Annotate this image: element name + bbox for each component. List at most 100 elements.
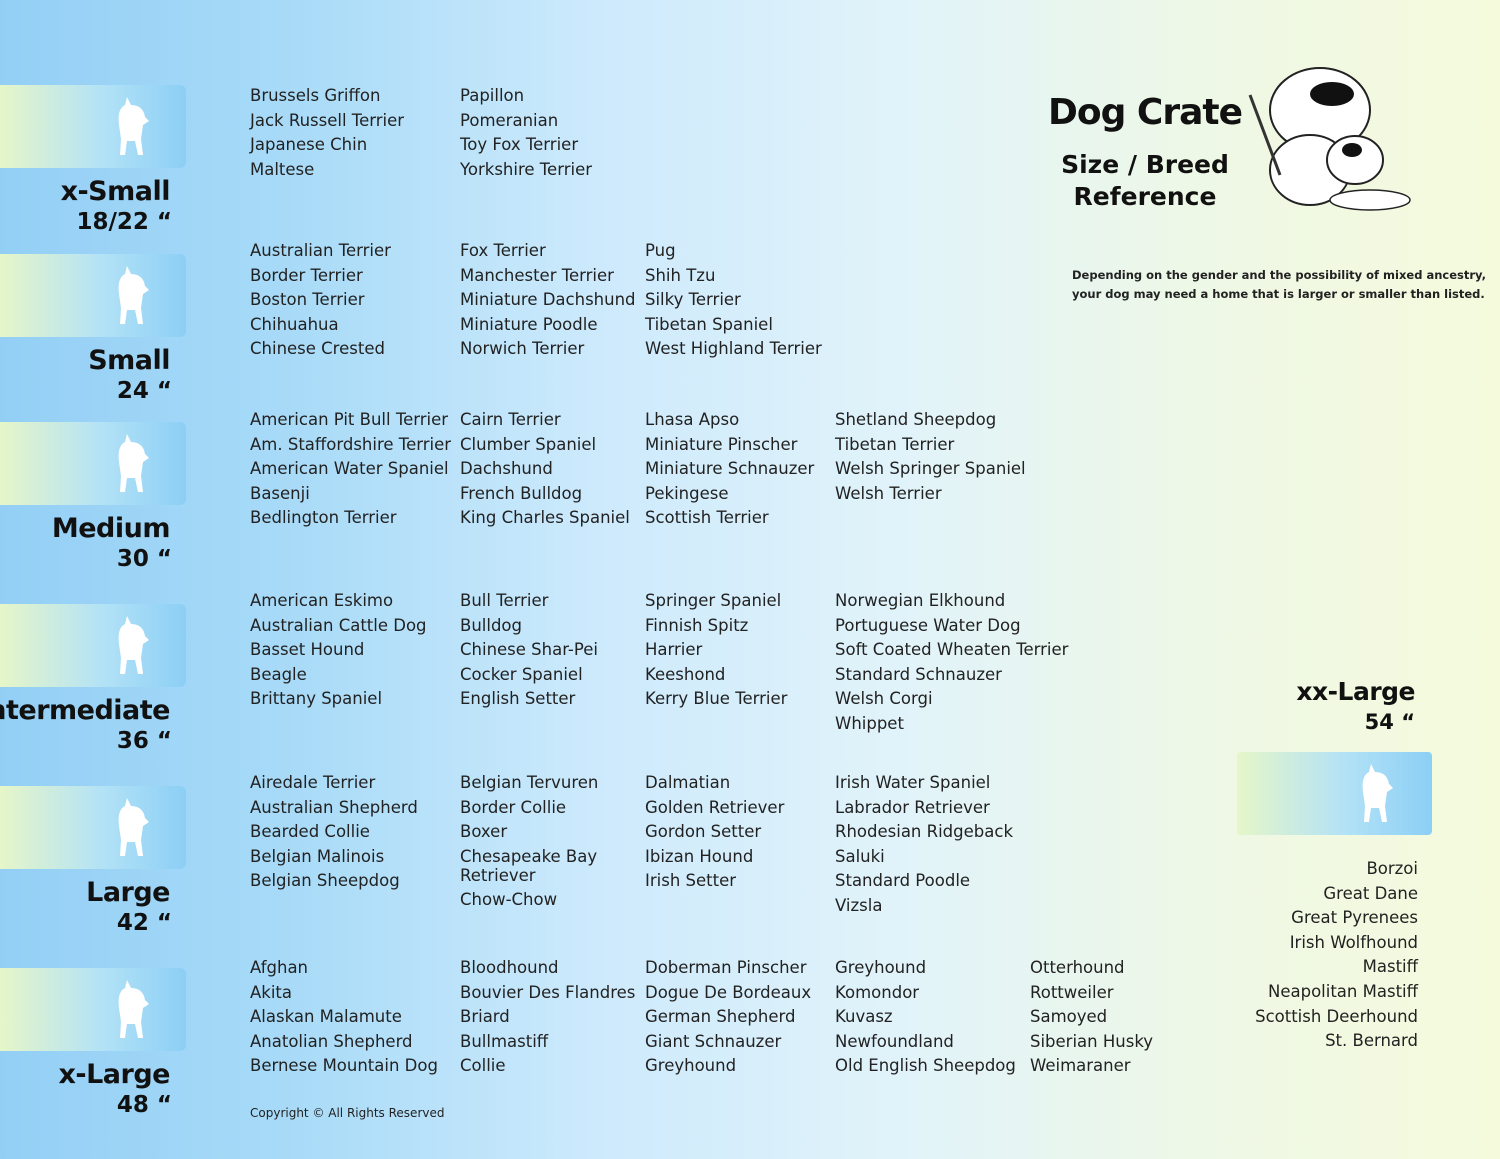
breed: Miniature Poodle xyxy=(460,314,598,334)
dog-icon xyxy=(118,434,149,492)
breed: Weimaraner xyxy=(1030,1056,1131,1076)
breed: Bernese Mountain Dog xyxy=(250,1056,438,1076)
breed: Otterhound xyxy=(1030,958,1125,977)
breed: Welsh Terrier xyxy=(835,483,942,503)
size-tab xyxy=(0,85,186,168)
size-inches: 42 “ xyxy=(116,910,172,936)
breed: Doberman Pinscher xyxy=(645,958,807,977)
breed: Toy Fox Terrier xyxy=(460,135,579,155)
breed: Australian Terrier xyxy=(250,241,391,260)
breed: Chinese Crested xyxy=(250,339,385,359)
breed: Portuguese Water Dog xyxy=(835,615,1021,635)
note: your dog may need a home that is larger … xyxy=(1072,287,1485,301)
size-tab xyxy=(0,604,186,687)
breed: Samoyed xyxy=(1030,1007,1108,1027)
dog-icon xyxy=(118,266,149,324)
breed: Bulldog xyxy=(460,615,522,635)
breed: Welsh Springer Spaniel xyxy=(835,459,1026,479)
breed: Rhodesian Ridgeback xyxy=(835,822,1013,842)
breed: Brussels Griffon xyxy=(250,86,381,105)
size-name: x-Large xyxy=(58,1059,170,1090)
title: Dog Crate xyxy=(1047,92,1243,133)
breed: Briard xyxy=(460,1007,510,1027)
size-name: Intermediate xyxy=(0,695,171,726)
cartoon-dog xyxy=(1248,67,1411,211)
breed: Papillon xyxy=(460,86,525,105)
dog-icon xyxy=(1362,764,1393,822)
breed: Vizsla xyxy=(835,896,883,915)
breed: Bedlington Terrier xyxy=(250,508,397,528)
breed: Tibetan Terrier xyxy=(835,434,955,454)
subtitle: Reference xyxy=(1073,182,1217,211)
breed: Tibetan Spaniel xyxy=(645,314,773,334)
note: Depending on the gender and the possibil… xyxy=(1072,268,1486,282)
breed: Rottweiler xyxy=(1030,982,1114,1002)
breed: Alaskan Malamute xyxy=(250,1007,402,1027)
dog-icon xyxy=(118,980,149,1038)
dog-icon xyxy=(118,97,149,155)
breed: English Setter xyxy=(460,689,576,709)
breed: Am. Staffordshire Terrier xyxy=(250,434,452,454)
breed: Australian Shepherd xyxy=(250,797,418,817)
breed: Norwich Terrier xyxy=(460,339,585,359)
breed: Kuvasz xyxy=(835,1007,893,1027)
breed: Neapolitan Mastiff xyxy=(1268,982,1418,1001)
breed: Cocker Spaniel xyxy=(460,664,583,684)
breed: Basenji xyxy=(250,483,310,503)
breed: Borzoi xyxy=(1366,859,1418,878)
size-inches: 24 “ xyxy=(116,378,172,404)
breed: Miniature Dachshund xyxy=(460,290,636,310)
dog-icon xyxy=(118,616,149,674)
size-name: Large xyxy=(86,877,170,908)
breed: Cairn Terrier xyxy=(460,410,561,429)
breed: Boxer xyxy=(460,822,508,842)
breed: American Eskimo xyxy=(250,591,394,610)
breed: Giant Schnauzer xyxy=(645,1031,782,1051)
breed: Greyhound xyxy=(835,958,927,977)
breed: Bullmastiff xyxy=(460,1031,549,1051)
breed: American Pit Bull Terrier xyxy=(250,410,449,429)
breed: Chesapeake Bay Retriever xyxy=(460,846,598,885)
breed: Greyhound xyxy=(645,1056,737,1076)
breed: Miniature Schnauzer xyxy=(645,459,815,479)
size-name: Small xyxy=(88,345,170,376)
size-tab xyxy=(1237,752,1432,835)
size-inches: 18/22 “ xyxy=(76,209,172,235)
breed: American Water Spaniel xyxy=(250,459,449,479)
breed: Shetland Sheepdog xyxy=(835,410,997,429)
breed: Japanese Chin xyxy=(250,135,368,155)
breed: Brittany Spaniel xyxy=(250,689,383,709)
breed: St. Bernard xyxy=(1325,1031,1418,1051)
breed: Dogue De Bordeaux xyxy=(645,982,812,1002)
dog-icon xyxy=(118,798,149,856)
breed: Labrador Retriever xyxy=(835,797,990,817)
breed: Belgian Tervuren xyxy=(460,773,599,792)
breed: Bull Terrier xyxy=(460,591,549,610)
breed: Norwegian Elkhound xyxy=(835,591,1006,610)
breed: German Shepherd xyxy=(645,1007,796,1027)
breed: Whippet xyxy=(835,714,904,733)
size-inches: 30 “ xyxy=(116,546,172,572)
breed: Scottish Terrier xyxy=(645,508,769,528)
breed: Keeshond xyxy=(645,664,726,684)
breed: Bearded Collie xyxy=(250,822,370,842)
breed: Komondor xyxy=(835,982,920,1002)
breed: Harrier xyxy=(645,640,703,660)
breed: Soft Coated Wheaten Terrier xyxy=(835,640,1069,660)
breed: Collie xyxy=(460,1056,506,1076)
breed: Mastiff xyxy=(1362,957,1418,977)
breed: Gordon Setter xyxy=(645,822,762,842)
breed: Springer Spaniel xyxy=(645,591,782,610)
breed: Bloodhound xyxy=(460,958,559,977)
breed: Old English Sheepdog xyxy=(835,1056,1016,1076)
breed: Irish Setter xyxy=(645,871,737,891)
breed: Border Collie xyxy=(460,797,567,817)
breed: Maltese xyxy=(250,159,315,179)
breed: Standard Poodle xyxy=(835,871,971,891)
breed: Dachshund xyxy=(460,459,553,479)
breed: French Bulldog xyxy=(460,483,583,503)
breed: Saluki xyxy=(835,846,885,866)
size-tab xyxy=(0,254,186,337)
breed: Akita xyxy=(250,982,293,1002)
